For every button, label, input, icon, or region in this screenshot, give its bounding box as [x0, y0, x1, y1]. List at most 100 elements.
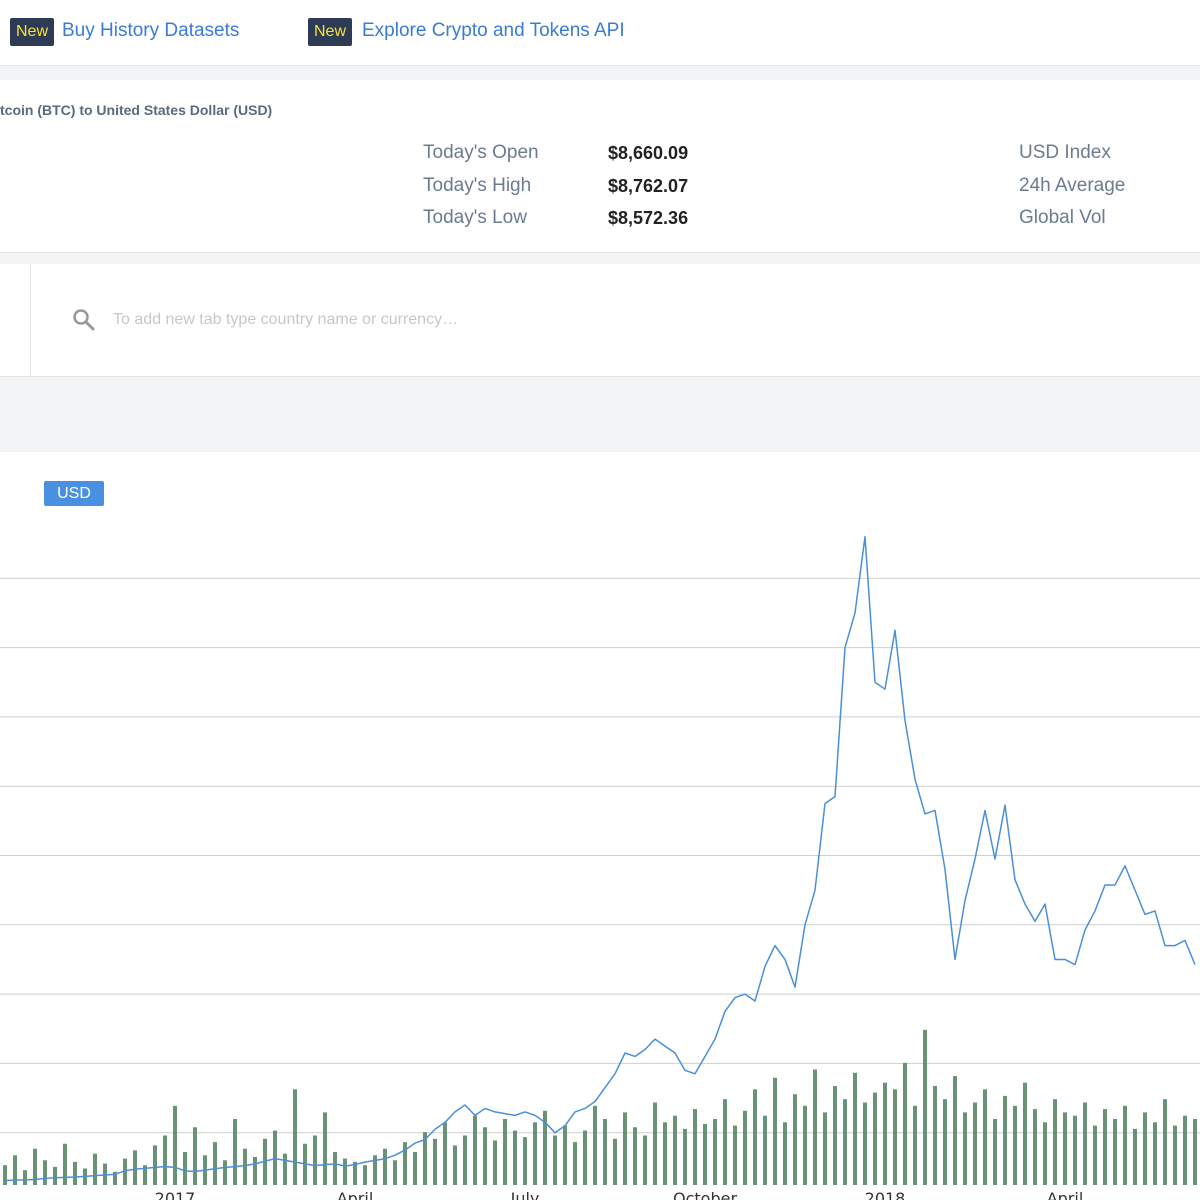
volume-bar [503, 1119, 507, 1185]
volume-bar [583, 1130, 587, 1185]
volume-bar [963, 1112, 967, 1185]
volume-bar [643, 1135, 647, 1185]
pair-title: tcoin (BTC) to United States Dollar (USD… [0, 102, 273, 118]
volume-bar [513, 1130, 517, 1185]
volume-bar [63, 1143, 67, 1185]
volume-bar [633, 1127, 637, 1185]
volume-bar [343, 1158, 347, 1185]
volume-bar [873, 1092, 877, 1185]
volume-bar [333, 1152, 337, 1185]
x-tick-label: October [673, 1189, 737, 1200]
volume-bar [1133, 1128, 1137, 1185]
stat-label: 24h Average [1019, 175, 1126, 196]
volume-bar [43, 1160, 47, 1185]
volume-bar [1033, 1109, 1037, 1185]
volume-bar [423, 1132, 427, 1185]
volume-bar [213, 1142, 217, 1185]
stat-value: $8,660.09 [608, 143, 689, 163]
volume-bar [73, 1161, 77, 1185]
currency-button[interactable]: USD [44, 481, 104, 506]
volume-bar [273, 1130, 277, 1185]
volume-bar [813, 1069, 817, 1185]
volume-bar [263, 1138, 267, 1185]
volume-bar [683, 1128, 687, 1185]
volume-bar [23, 1170, 27, 1185]
search-panel: To add new tab type country name or curr… [0, 264, 1200, 377]
volume-bar [973, 1102, 977, 1185]
volume-bar [53, 1166, 57, 1185]
volume-bar [113, 1171, 117, 1185]
stat-value: $8,762.07 [608, 176, 689, 196]
separator [0, 66, 1200, 80]
volume-bar [853, 1072, 857, 1185]
volume-bar [773, 1077, 777, 1185]
volume-bar [1023, 1082, 1027, 1185]
separator [0, 253, 1200, 264]
nav-link[interactable]: Buy History Datasets [62, 20, 240, 41]
x-tick-label: 2018 [865, 1189, 906, 1200]
volume-bar [1043, 1122, 1047, 1185]
volume-bar [903, 1062, 907, 1185]
search-input[interactable]: To add new tab type country name or curr… [113, 311, 459, 328]
volume-bar [133, 1150, 137, 1185]
volume-bar [803, 1105, 807, 1185]
volume-bar [1123, 1105, 1127, 1185]
volume-bar [1163, 1099, 1167, 1185]
badge: New [308, 18, 353, 46]
volume-bar [373, 1155, 377, 1185]
volume-bar [593, 1105, 597, 1185]
volume-bar [1053, 1099, 1057, 1185]
volume-bar [533, 1122, 537, 1185]
volume-bar [13, 1155, 17, 1185]
rate-panel: tcoin (BTC) to United States Dollar (USD… [0, 80, 1200, 253]
volume-bar [933, 1086, 937, 1185]
volume-bar [223, 1160, 227, 1185]
price-line [4, 535, 1196, 1182]
nav-link[interactable]: Explore Crypto and Tokens API [362, 20, 625, 41]
volume-bar [1073, 1115, 1077, 1185]
stat-label: USD Index [1019, 142, 1111, 163]
volume-bar [363, 1165, 367, 1185]
volume-bar [453, 1145, 457, 1185]
volume-bar [693, 1109, 697, 1185]
volume-bar [1143, 1112, 1147, 1185]
stat-label: Today's Open [423, 142, 539, 163]
volume-bar [603, 1119, 607, 1185]
stat-label: Today's Low [423, 207, 527, 228]
volume-bar [623, 1112, 627, 1185]
volume-bar [1093, 1125, 1097, 1185]
volume-bar [323, 1112, 327, 1185]
volume-bar [1003, 1095, 1007, 1185]
volume-bar [463, 1135, 467, 1185]
volume-bar [143, 1165, 147, 1185]
volume-bar [793, 1094, 797, 1185]
volume-bar [713, 1119, 717, 1185]
volume-bar [733, 1125, 737, 1185]
volume-bar [763, 1115, 767, 1185]
volume-bar [443, 1122, 447, 1185]
volume-bar [613, 1138, 617, 1185]
x-tick-label: April [337, 1189, 374, 1200]
volume-bar [1153, 1122, 1157, 1185]
volume-bar [393, 1160, 397, 1185]
stat-value: $8,572.36 [608, 208, 689, 228]
volume-bar [163, 1135, 167, 1185]
volume-bar [1173, 1125, 1177, 1185]
volume-bar [893, 1089, 897, 1185]
volume-bar [353, 1161, 357, 1185]
stat-label: Global Vol [1019, 207, 1106, 228]
volume-bar [663, 1122, 667, 1185]
volume-bar [1193, 1119, 1197, 1185]
x-tick-label: 2017 [155, 1189, 196, 1200]
volume-bar [953, 1076, 957, 1185]
volume-bar [473, 1115, 477, 1185]
separator [0, 377, 1200, 452]
volume-bar [993, 1119, 997, 1185]
volume-bar [33, 1148, 37, 1185]
x-tick-label: April [1047, 1189, 1084, 1200]
volume-bar [673, 1115, 677, 1185]
volume-bar [883, 1082, 887, 1185]
volume-bar [723, 1099, 727, 1185]
volume-bar [183, 1152, 187, 1185]
